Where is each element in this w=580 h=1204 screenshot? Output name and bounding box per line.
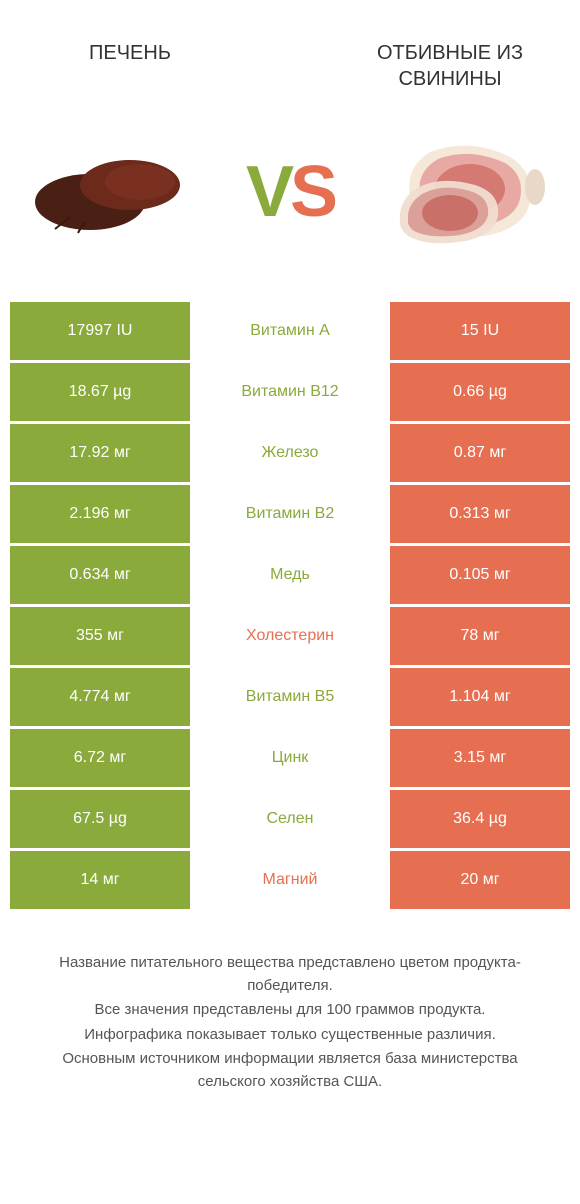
table-row: 67.5 µgСелен36.4 µg bbox=[10, 790, 570, 848]
table-row: 6.72 мгЦинк3.15 мг bbox=[10, 729, 570, 787]
value-left: 14 мг bbox=[10, 851, 190, 909]
table-row: 0.634 мгМедь0.105 мг bbox=[10, 546, 570, 604]
value-right: 20 мг bbox=[390, 851, 570, 909]
value-left: 355 мг bbox=[10, 607, 190, 665]
footer-line: Все значения представлены для 100 граммо… bbox=[30, 999, 550, 1022]
table-row: 17997 IUВитамин A15 IU bbox=[10, 302, 570, 360]
nutrient-label: Витамин A bbox=[190, 302, 390, 360]
footer-line: Название питательного вещества представл… bbox=[30, 952, 550, 997]
table-row: 4.774 мгВитамин B51.104 мг bbox=[10, 668, 570, 726]
value-right: 0.66 µg bbox=[390, 363, 570, 421]
pork-chop-icon bbox=[380, 127, 550, 257]
footer-line: Основным источником информации является … bbox=[30, 1048, 550, 1093]
nutrient-label: Витамин B2 bbox=[190, 485, 390, 543]
table-row: 18.67 µgВитамин B120.66 µg bbox=[10, 363, 570, 421]
value-right: 0.313 мг bbox=[390, 485, 570, 543]
value-right: 0.87 мг bbox=[390, 424, 570, 482]
value-right: 15 IU bbox=[390, 302, 570, 360]
title-right: ОТБИВНЫЕ ИЗ СВИНИНЫ bbox=[350, 40, 550, 92]
images-row: VS bbox=[0, 102, 580, 302]
value-left: 4.774 мг bbox=[10, 668, 190, 726]
value-right: 3.15 мг bbox=[390, 729, 570, 787]
pork-image bbox=[370, 117, 560, 267]
vs-s: S bbox=[290, 152, 334, 232]
value-left: 17997 IU bbox=[10, 302, 190, 360]
value-left: 6.72 мг bbox=[10, 729, 190, 787]
nutrient-label: Селен bbox=[190, 790, 390, 848]
liver-image bbox=[20, 117, 210, 267]
table-row: 355 мгХолестерин78 мг bbox=[10, 607, 570, 665]
table-row: 17.92 мгЖелезо0.87 мг bbox=[10, 424, 570, 482]
nutrient-label: Витамин B12 bbox=[190, 363, 390, 421]
nutrient-label: Магний bbox=[190, 851, 390, 909]
liver-icon bbox=[30, 137, 200, 247]
nutrient-label: Холестерин bbox=[190, 607, 390, 665]
value-left: 0.634 мг bbox=[10, 546, 190, 604]
table-row: 2.196 мгВитамин B20.313 мг bbox=[10, 485, 570, 543]
value-right: 1.104 мг bbox=[390, 668, 570, 726]
nutrient-label: Железо bbox=[190, 424, 390, 482]
value-right: 0.105 мг bbox=[390, 546, 570, 604]
comparison-table: 17997 IUВитамин A15 IU18.67 µgВитамин B1… bbox=[0, 302, 580, 909]
vs-label: VS bbox=[246, 151, 334, 233]
value-left: 67.5 µg bbox=[10, 790, 190, 848]
footer-notes: Название питательного вещества представл… bbox=[0, 912, 580, 1093]
nutrient-label: Витамин B5 bbox=[190, 668, 390, 726]
nutrient-label: Цинк bbox=[190, 729, 390, 787]
value-right: 78 мг bbox=[390, 607, 570, 665]
value-left: 2.196 мг bbox=[10, 485, 190, 543]
title-left: ПЕЧЕНЬ bbox=[30, 40, 230, 66]
nutrient-label: Медь bbox=[190, 546, 390, 604]
value-left: 17.92 мг bbox=[10, 424, 190, 482]
footer-line: Инфографика показывает только существенн… bbox=[30, 1024, 550, 1047]
vs-v: V bbox=[246, 152, 290, 232]
value-right: 36.4 µg bbox=[390, 790, 570, 848]
value-left: 18.67 µg bbox=[10, 363, 190, 421]
header-row: ПЕЧЕНЬ ОТБИВНЫЕ ИЗ СВИНИНЫ bbox=[0, 0, 580, 102]
table-row: 14 мгМагний20 мг bbox=[10, 851, 570, 909]
